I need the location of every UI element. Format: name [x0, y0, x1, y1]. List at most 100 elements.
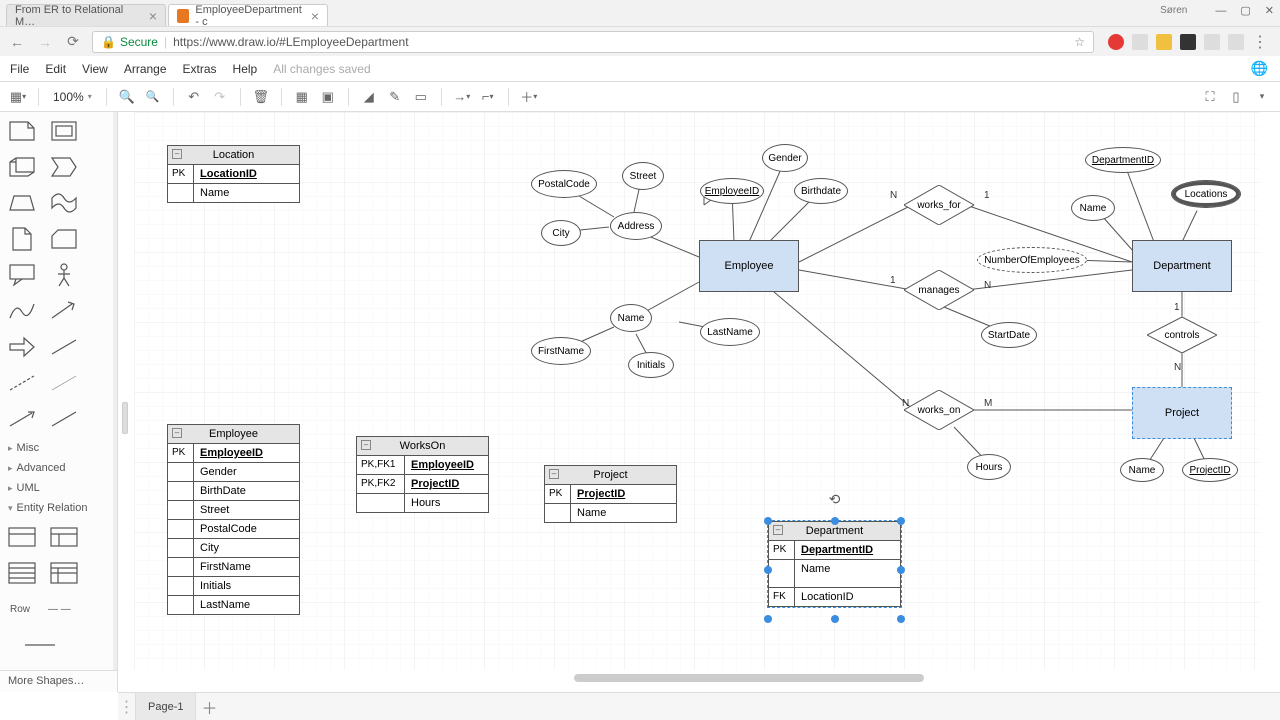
attr-name[interactable]: Name	[610, 304, 652, 332]
resize-handle[interactable]	[897, 615, 905, 623]
panel-splitter[interactable]	[122, 402, 128, 434]
grid-icon[interactable]: ▦▾	[8, 87, 28, 107]
globe-icon[interactable]: 🌐	[1251, 60, 1268, 77]
attr-startdate[interactable]: StartDate	[981, 322, 1037, 348]
canvas-hscrollbar[interactable]	[134, 674, 1260, 682]
palette-scrollbar[interactable]	[113, 112, 117, 692]
collapse-icon[interactable]: –	[172, 428, 182, 438]
to-front-icon[interactable]: ▦	[292, 87, 312, 107]
shape-frame-icon[interactable]	[46, 116, 82, 146]
menu-arrange[interactable]: Arrange	[124, 62, 167, 76]
shape-card-icon[interactable]	[46, 224, 82, 254]
menu-edit[interactable]: Edit	[45, 62, 66, 76]
attr-firstname[interactable]: FirstName	[531, 337, 591, 365]
browser-tab-0[interactable]: From ER to Relational M… ×	[6, 4, 166, 26]
insert-icon[interactable]: ＋▾	[519, 87, 539, 107]
minimize-icon[interactable]: —	[1215, 5, 1226, 17]
attr-gender[interactable]: Gender	[762, 144, 808, 172]
page-menu-icon[interactable]: ⋮	[118, 693, 136, 720]
shape-er-row-icon[interactable]: Row— —	[4, 594, 76, 624]
table-location[interactable]: –Location PKLocationID Name	[167, 145, 300, 203]
attr-lastname[interactable]: LastName	[700, 318, 760, 346]
to-back-icon[interactable]: ▣	[318, 87, 338, 107]
shape-er-table-icon[interactable]	[4, 522, 40, 552]
attr-numberofemployees[interactable]: NumberOfEmployees	[977, 247, 1087, 273]
shape-dashed-icon[interactable]	[4, 368, 40, 398]
shape-line-icon[interactable]	[46, 404, 82, 434]
fullscreen-icon[interactable]: ⛶	[1200, 87, 1220, 107]
shape-arrow-icon[interactable]	[4, 404, 40, 434]
shape-curve-icon[interactable]	[4, 296, 40, 326]
menu-view[interactable]: View	[82, 62, 108, 76]
browser-tab-1[interactable]: EmployeeDepartment - c ×	[168, 4, 328, 26]
rel-works-for[interactable]: works_for	[904, 185, 974, 225]
delete-icon[interactable]: 🗑	[251, 87, 271, 107]
collapse-icon[interactable]: ▾	[1252, 87, 1272, 107]
entity-department[interactable]: Department	[1132, 240, 1232, 292]
shape-wave-icon[interactable]	[46, 188, 82, 218]
resize-handle[interactable]	[831, 615, 839, 623]
attr-postalcode[interactable]: PostalCode	[531, 170, 597, 198]
shape-thin-icon[interactable]	[46, 368, 82, 398]
zoom-select[interactable]: 100%▾	[49, 90, 96, 104]
attr-projid[interactable]: ProjectID	[1182, 458, 1238, 482]
attr-deptid[interactable]: DepartmentID	[1085, 147, 1161, 173]
add-page-button[interactable]: ＋	[196, 695, 222, 719]
palette-section-er[interactable]: Entity Relation	[0, 498, 117, 518]
undo-icon[interactable]: ↶	[184, 87, 204, 107]
ext-icon[interactable]	[1228, 34, 1244, 50]
waypoint-icon[interactable]: ⌐▾	[478, 87, 498, 107]
shape-bigarrow-icon[interactable]	[4, 332, 40, 362]
shape-er-list-icon[interactable]	[4, 558, 40, 588]
entity-employee[interactable]: Employee	[699, 240, 799, 292]
ext-icon[interactable]	[1156, 34, 1172, 50]
ext-icon[interactable]	[1180, 34, 1196, 50]
shape-rect3d-icon[interactable]	[4, 152, 40, 182]
attr-street[interactable]: Street	[622, 162, 664, 190]
forward-button[interactable]: →	[36, 33, 54, 51]
maximize-icon[interactable]: ▢	[1240, 4, 1250, 17]
abp-icon[interactable]	[1108, 34, 1124, 50]
menu-help[interactable]: Help	[233, 62, 258, 76]
reload-button[interactable]: ⟳	[64, 33, 82, 51]
ext-icon[interactable]	[1204, 34, 1220, 50]
close-icon[interactable]: ×	[311, 8, 319, 24]
resize-handle[interactable]	[764, 566, 772, 574]
shape-er-list2-icon[interactable]	[46, 558, 82, 588]
resize-handle[interactable]	[897, 517, 905, 525]
menu-icon[interactable]: ⋮	[1252, 32, 1268, 52]
redo-icon[interactable]: ↷	[210, 87, 230, 107]
shape-page-icon[interactable]	[4, 224, 40, 254]
table-project[interactable]: –Project PKProjectID Name	[544, 465, 677, 523]
close-icon[interactable]: ×	[149, 8, 157, 24]
zoom-in-icon[interactable]: 🔍	[117, 87, 137, 107]
close-icon[interactable]: ✕	[1265, 4, 1274, 17]
attr-city[interactable]: City	[541, 220, 581, 246]
rotate-icon[interactable]: ⟲	[829, 491, 841, 508]
resize-handle[interactable]	[897, 566, 905, 574]
shape-actor-icon[interactable]	[46, 260, 82, 290]
palette-section-misc[interactable]: Misc	[0, 438, 117, 458]
address-bar[interactable]: 🔒 Secure | https://www.draw.io/#LEmploye…	[92, 31, 1094, 53]
collapse-icon[interactable]: –	[361, 440, 371, 450]
palette-section-uml[interactable]: UML	[0, 478, 117, 498]
menu-file[interactable]: File	[10, 62, 29, 76]
attr-address[interactable]: Address	[610, 212, 662, 240]
shape-callout-icon[interactable]	[4, 260, 40, 290]
shape-note-icon[interactable]	[4, 116, 40, 146]
shape-trapezoid-icon[interactable]	[4, 188, 40, 218]
shape-arrow2-icon[interactable]	[46, 296, 82, 326]
shape-link-icon[interactable]	[46, 332, 82, 362]
menu-extras[interactable]: Extras	[183, 62, 217, 76]
collapse-icon[interactable]: –	[172, 149, 182, 159]
attr-proj-name[interactable]: Name	[1120, 458, 1164, 482]
rel-works-on[interactable]: works_on	[904, 390, 974, 430]
resize-handle[interactable]	[764, 517, 772, 525]
shadow-icon[interactable]: ▭	[411, 87, 431, 107]
attr-locations[interactable]: Locations	[1171, 180, 1241, 208]
rel-manages[interactable]: manages	[904, 270, 974, 310]
ext-icon[interactable]	[1132, 34, 1148, 50]
attr-dept-name[interactable]: Name	[1071, 195, 1115, 221]
collapse-icon[interactable]: –	[549, 469, 559, 479]
attr-initials[interactable]: Initials	[628, 352, 674, 378]
